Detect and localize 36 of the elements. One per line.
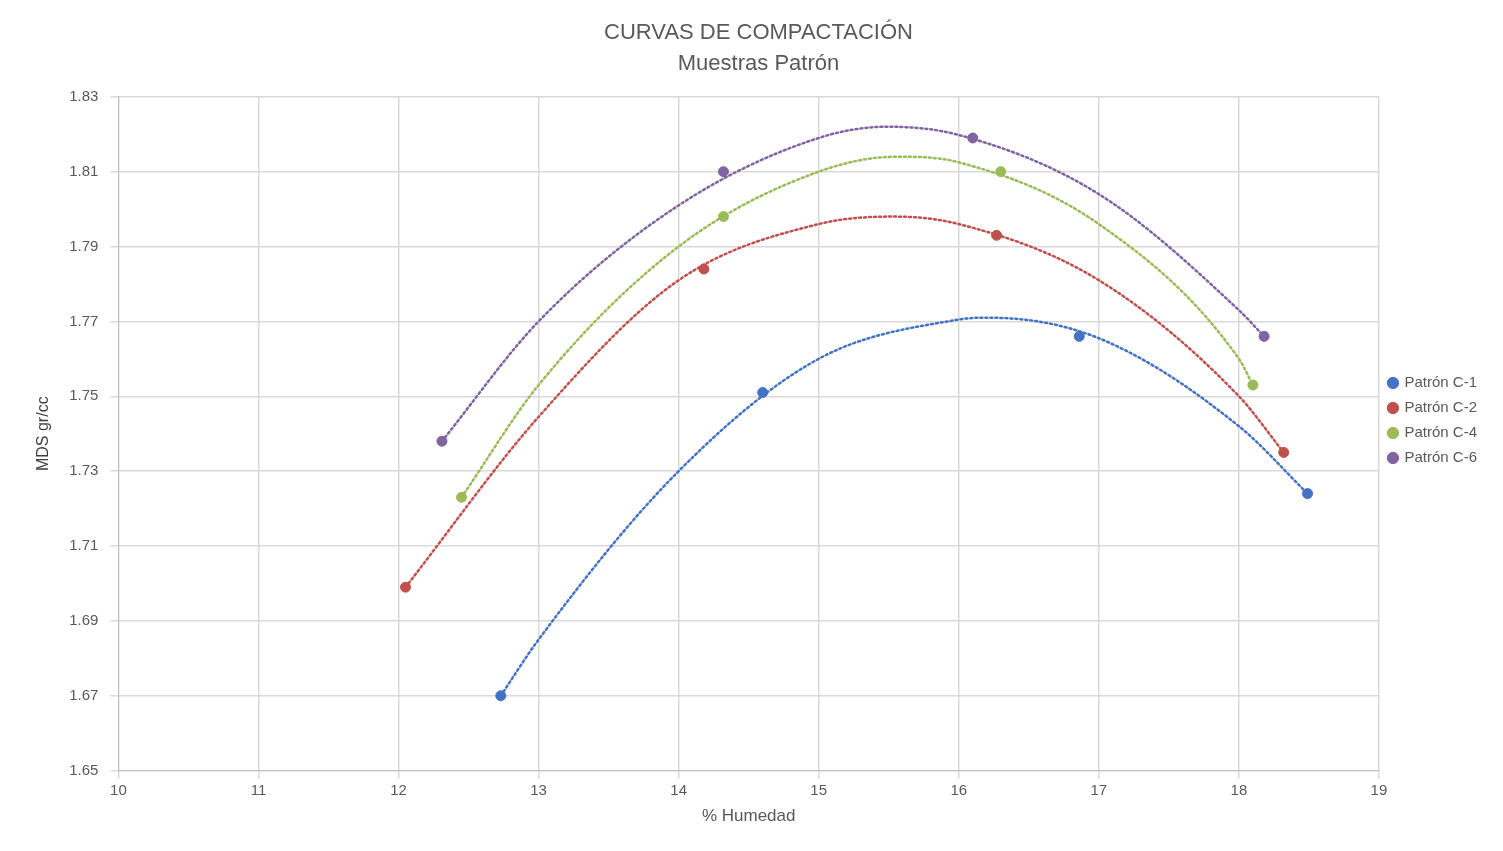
y-tick-label: 1.77 (69, 311, 99, 329)
y-tick-label: 1.71 (69, 536, 99, 554)
x-tick-label: 15 (810, 780, 828, 798)
y-tick-label: 1.81 (69, 161, 99, 179)
x-tick-label: 14 (670, 780, 687, 798)
y-tick-label: 1.67 (69, 685, 99, 703)
y-tick-label: 1.79 (69, 236, 99, 254)
x-tick-label: 17 (1090, 780, 1108, 798)
legend-label: Patrón C-1 (1404, 373, 1478, 391)
y-tick-label: 1.75 (69, 386, 99, 404)
legend-label: Patrón C-2 (1404, 398, 1478, 416)
point (495, 690, 507, 702)
x-tick-label: 16 (950, 780, 968, 798)
point (1258, 330, 1270, 342)
x-tick-label: 11 (250, 780, 267, 798)
legend-label: Patrón C-4 (1404, 423, 1478, 441)
point (436, 435, 448, 447)
point (717, 166, 729, 178)
y-tick-label: 1.83 (69, 86, 99, 104)
x-tick-label: 10 (110, 780, 127, 798)
point (1302, 488, 1314, 500)
x-tick-label: 19 (1370, 780, 1388, 798)
point (1278, 446, 1290, 458)
x-tick-label: 12 (390, 780, 407, 798)
legend-label: Patrón C-6 (1404, 448, 1478, 466)
point (1247, 379, 1259, 391)
y-axis-title: MDS gr/cc (34, 396, 52, 472)
point (1073, 330, 1085, 342)
chart-subtitle: Muestras Patrón (677, 49, 840, 75)
x-tick-label: 13 (530, 780, 547, 798)
chart-title: CURVAS DE COMPACTACIÓN (604, 19, 913, 45)
y-tick-label: 1.65 (69, 760, 99, 778)
y-tick-label: 1.73 (69, 461, 99, 479)
y-tick-label: 1.69 (69, 611, 99, 629)
x-axis-title: % Humedad (701, 806, 796, 826)
x-tick-label: 18 (1230, 780, 1248, 798)
